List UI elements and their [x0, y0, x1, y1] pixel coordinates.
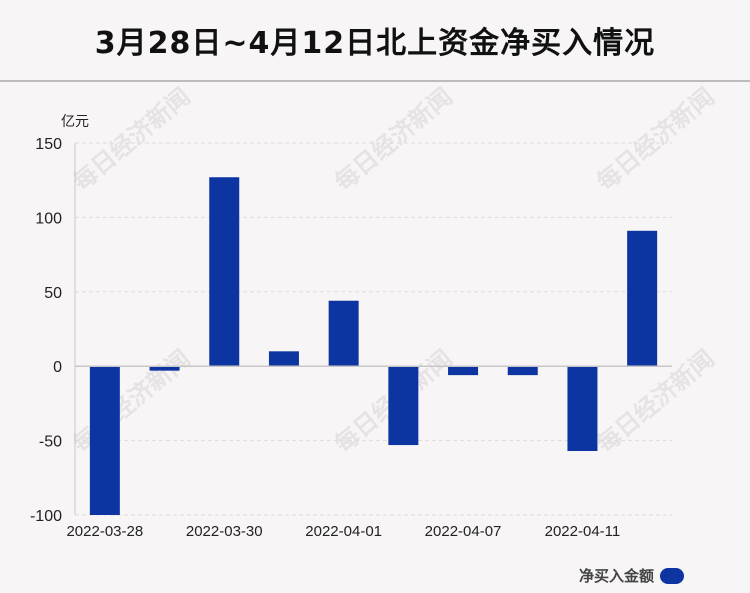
- bar: [209, 177, 240, 367]
- header: 3月28日~4月12日北上资金净买入情况: [0, 0, 750, 82]
- legend-label: 净买入金额: [578, 567, 654, 585]
- y-tick-label: -50: [39, 434, 62, 451]
- x-tick-label: 2022-04-01: [305, 523, 382, 540]
- bar: [328, 300, 359, 367]
- x-tick-label: 2022-04-07: [425, 523, 502, 540]
- y-tick-label: 150: [35, 136, 62, 153]
- bar: [388, 366, 419, 446]
- y-tick-label: 100: [35, 210, 62, 227]
- x-tick-label: 2022-04-11: [545, 523, 621, 540]
- x-tick-label: 2022-03-28: [66, 523, 143, 540]
- chart-title: 3月28日~4月12日北上资金净买入情况: [94, 26, 656, 61]
- bar: [448, 366, 479, 376]
- bar: [149, 366, 180, 371]
- bar: [268, 351, 299, 367]
- legend-swatch: [660, 567, 684, 584]
- bar: [627, 230, 658, 367]
- bar: [507, 366, 538, 376]
- y-tick-label: 50: [44, 285, 62, 302]
- y-tick-label: -100: [30, 508, 62, 525]
- legend: 净买入金额: [579, 565, 684, 586]
- y-tick-label: 0: [53, 359, 62, 376]
- y-axis-label: 亿元: [61, 114, 89, 130]
- bar: [89, 366, 120, 515]
- bar: [567, 366, 598, 452]
- x-tick-label: 2022-03-30: [186, 523, 263, 540]
